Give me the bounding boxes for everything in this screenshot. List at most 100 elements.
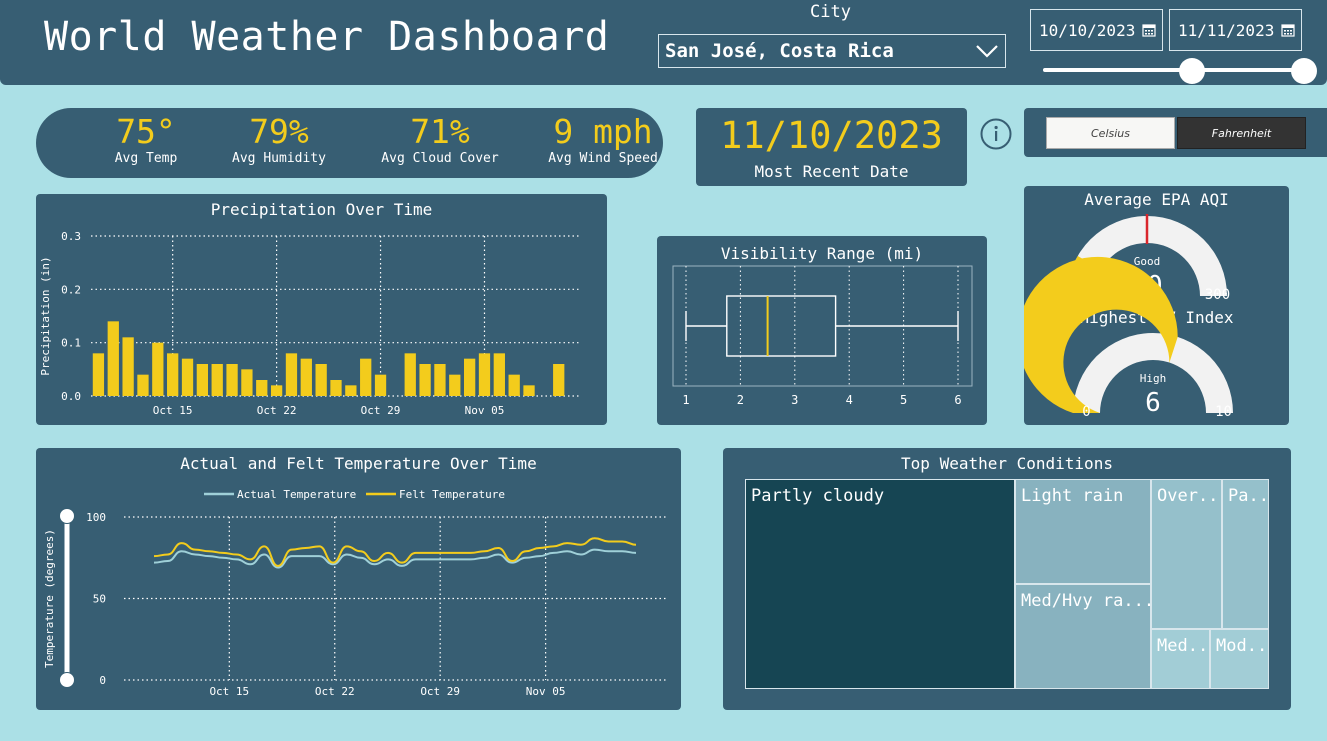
uv-gauge-max-label: 10: [1215, 404, 1232, 420]
temperature-chart-card: Actual and Felt Temperature Over Time 0 5…: [36, 448, 681, 710]
legend-label: Felt Temperature: [399, 488, 505, 501]
precip-bar: [404, 353, 416, 396]
treemap-tile-med-hvy-rain[interactable]: Med/Hvy ra...: [1015, 584, 1151, 689]
uv-gauge-category: High: [1140, 372, 1167, 385]
kpi-value: 75°: [116, 112, 176, 151]
precip-bar: [181, 358, 194, 396]
weather-conditions-card: Top Weather Conditions Partly cloudy Lig…: [723, 448, 1291, 710]
x-tick-label: 5: [900, 393, 907, 407]
precip-bar: [196, 364, 209, 396]
treemap-tile-med[interactable]: Med...: [1151, 629, 1210, 689]
aqi-gauge-max-label: 300: [1205, 287, 1230, 303]
uv-gauge-min-label: 0: [1082, 404, 1090, 420]
precip-bar: [167, 353, 179, 396]
most-recent-date-card: 11/10/2023 Most Recent Date: [696, 108, 967, 186]
precip-bar: [374, 374, 387, 396]
precip-bar: [360, 358, 372, 396]
precip-bar: [508, 374, 520, 396]
aqi-gauge-track: [1067, 216, 1227, 296]
precip-bar: [137, 374, 149, 396]
precipitation-chart-card: Precipitation Over Time 0.0 0.1 0.2 0.3 Oct …: [36, 194, 607, 425]
series-line-0: [153, 548, 637, 569]
dashboard-title: World Weather Dashboard: [44, 14, 610, 60]
fahrenheit-button[interactable]: Fahrenheit: [1177, 117, 1306, 149]
x-tick-label: 1: [682, 393, 689, 407]
treemap-tile-mod[interactable]: Mod...: [1210, 629, 1269, 689]
treemap-tile-patchy[interactable]: Pa...: [1222, 479, 1269, 629]
kpi-avg-cloud-cover: 71% Avg Cloud Cover: [365, 108, 515, 166]
precip-bar: [241, 369, 253, 396]
treemap-tile-overcast[interactable]: Over...: [1151, 479, 1222, 629]
precipitation-chart-title: Precipitation Over Time: [210, 200, 433, 219]
header-bar: World Weather Dashboard City San José, C…: [0, 0, 1327, 85]
precip-bar: [419, 364, 431, 396]
visibility-box-plot: 1 2 3 4 5 6: [672, 265, 973, 407]
visibility-chart-card: Visibility Range (mi) 1 2 3 4 5 6: [657, 236, 987, 425]
uv-gauge-value: 6: [1145, 388, 1161, 418]
calendar-icon[interactable]: [1281, 23, 1295, 37]
precip-bar: [449, 374, 461, 396]
aqi-gauge-category: Good: [1134, 255, 1161, 268]
series-line-1: [153, 537, 637, 567]
kpi-avg-humidity: 79% Avg Humidity: [204, 108, 354, 166]
precip-bar: [493, 353, 505, 396]
y-tick-label: 100: [86, 511, 106, 524]
date-range-slider[interactable]: [1043, 68, 1306, 72]
end-date-input[interactable]: 11/11/2023: [1169, 9, 1302, 51]
x-tick-label: Oct 29: [420, 685, 460, 698]
y-tick-label: 50: [93, 593, 106, 606]
visibility-chart-title: Visibility Range (mi): [720, 244, 924, 263]
y-slider-bottom-handle: [59, 672, 75, 688]
precip-bar: [256, 380, 268, 396]
precip-bar: [270, 385, 283, 396]
precip-bar: [107, 321, 119, 396]
date-slider-start-handle[interactable]: [1179, 58, 1205, 84]
calendar-icon[interactable]: [1142, 23, 1156, 37]
most-recent-date-value: 11/10/2023: [720, 114, 943, 157]
kpi-value: 71%: [410, 112, 470, 151]
start-date-input[interactable]: 10/10/2023: [1030, 9, 1163, 51]
y-slider-top-handle: [59, 508, 75, 524]
precip-bar: [523, 385, 535, 396]
date-slider-end-handle[interactable]: [1291, 58, 1317, 84]
precip-bar: [285, 353, 298, 396]
kpi-value: 9 mph: [553, 112, 653, 151]
kpi-card: 75° Avg Temp 79% Avg Humidity 71% Avg Cl…: [36, 108, 663, 178]
x-tick-label: Oct 15: [209, 685, 249, 698]
y-axis-label: Temperature (degrees): [43, 529, 56, 668]
kpi-label: Avg Humidity: [232, 151, 326, 166]
y-tick-label: 0.1: [61, 337, 81, 350]
plot-frame: [672, 265, 973, 387]
y-tick-label: 0: [99, 674, 106, 687]
start-date-value: 10/10/2023: [1039, 20, 1136, 40]
precip-bar: [463, 358, 476, 396]
treemap-tile-partly-cloudy[interactable]: Partly cloudy: [745, 479, 1015, 689]
most-recent-date-label: Most Recent Date: [754, 162, 909, 181]
chevron-down-icon[interactable]: [973, 37, 1001, 65]
end-date-value: 11/11/2023: [1178, 20, 1275, 40]
info-icon[interactable]: [980, 118, 1012, 150]
precipitation-chart: 0.0 0.1 0.2 0.3 Oct 15 Oct 22 Oct 29 Nov 05 Prec…: [39, 230, 581, 417]
uv-gauge-fill: [1024, 256, 1178, 413]
precip-bar: [211, 364, 223, 396]
precip-bar: [122, 337, 134, 396]
precip-bar: [300, 358, 312, 396]
kpi-value: 79%: [249, 112, 309, 151]
x-tick-label: Oct 22: [315, 685, 355, 698]
city-dropdown[interactable]: San José, Costa Rica: [658, 34, 1006, 68]
kpi-label: Avg Temp: [114, 151, 178, 166]
x-tick-label: 2: [737, 393, 744, 407]
kpi-label: Avg Cloud Cover: [381, 151, 499, 166]
precip-bar: [345, 385, 357, 396]
x-tick-label: Nov 05: [526, 685, 566, 698]
y-tick-label: 0.2: [61, 283, 81, 296]
treemap-tile-light-rain[interactable]: Light rain: [1015, 479, 1151, 584]
temperature-line-chart: 0 50 100 Oct 15 Oct 22 Oct 29 Nov 05 Actual Tem…: [43, 488, 666, 698]
celsius-button[interactable]: Celsius: [1046, 117, 1175, 149]
precip-bar: [553, 364, 565, 396]
y-axis-label: Precipitation (in): [39, 256, 52, 375]
temperature-chart-title: Actual and Felt Temperature Over Time: [180, 454, 537, 473]
city-value: San José, Costa Rica: [665, 40, 894, 62]
kpi-avg-temp: 75° Avg Temp: [71, 108, 221, 166]
precip-bar: [315, 364, 327, 396]
